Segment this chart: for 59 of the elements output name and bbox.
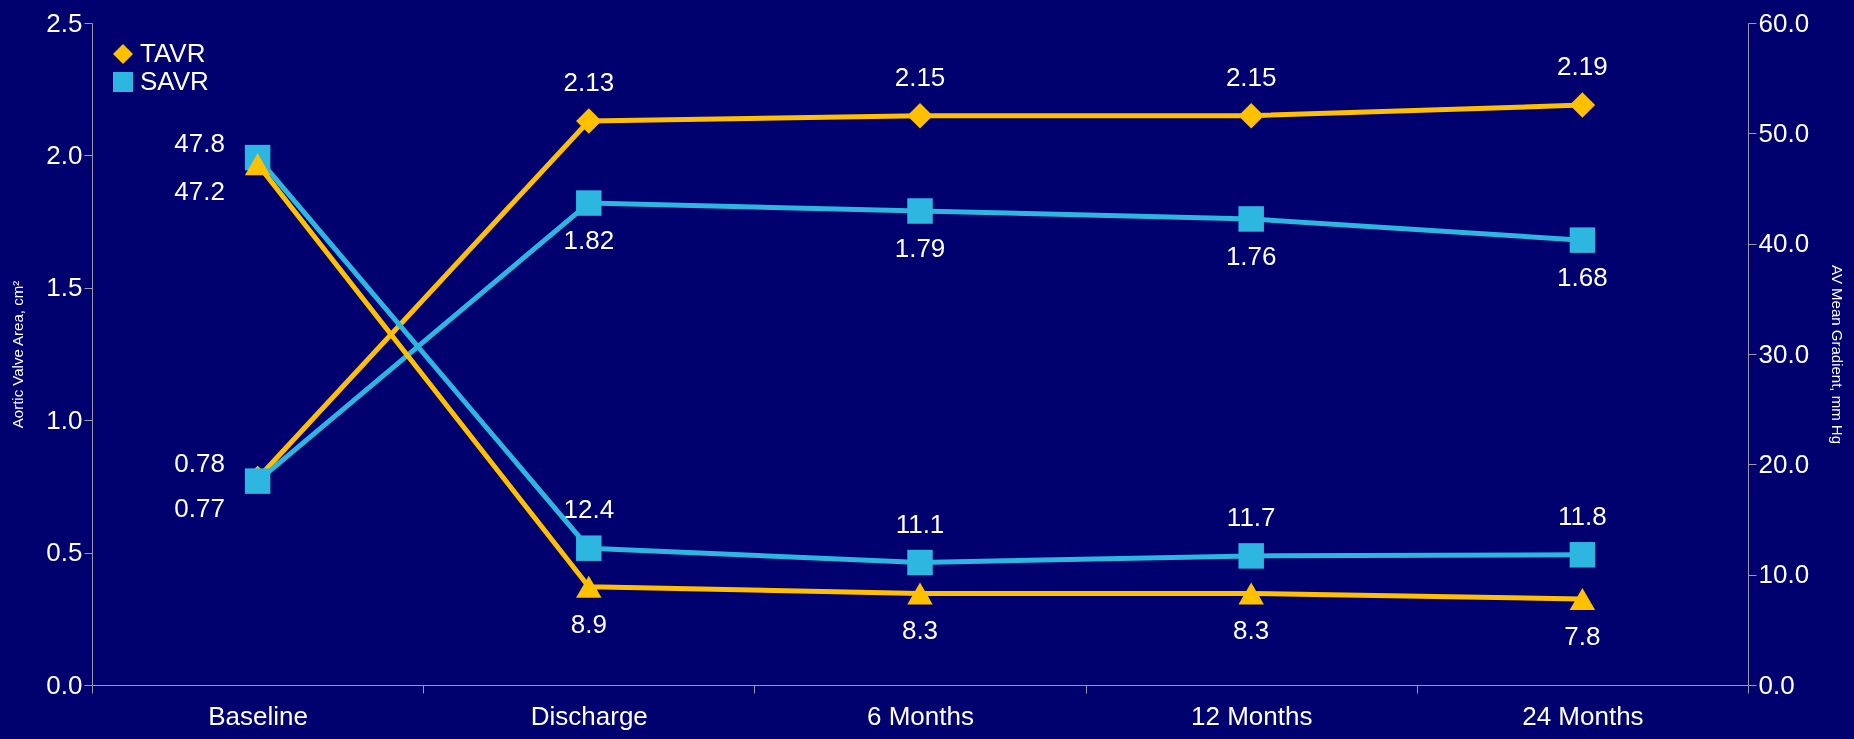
- y-tick-label: 2.5: [46, 7, 83, 38]
- data-label: 47.2: [174, 176, 225, 207]
- data-label: 1.82: [563, 225, 615, 256]
- x-tick-label: Baseline: [208, 700, 308, 731]
- y2-tick-label: 60.0: [1758, 7, 1810, 38]
- point: [1238, 543, 1264, 569]
- data-label: 2.15: [1225, 61, 1277, 92]
- y2-tick-label: 10.0: [1758, 559, 1810, 590]
- y-tick-label: 0.5: [46, 537, 83, 568]
- y-axis-title: Aortic Valve Area, cm²: [9, 280, 27, 429]
- point: [1238, 102, 1264, 129]
- point: [1569, 227, 1596, 253]
- y-tick-label: 2.0: [46, 139, 83, 170]
- y2-axis-title: AV Mean Gradient, mm Hg: [1829, 265, 1847, 444]
- y-tick-label: 1.0: [46, 404, 83, 435]
- data-label: 2.19: [1557, 51, 1608, 82]
- data-label: 11.1: [895, 508, 945, 539]
- legend-label: SAVR: [140, 66, 209, 96]
- point: [1569, 92, 1596, 118]
- data-label: 8.3: [1233, 615, 1270, 646]
- y2-tick-label: 30.0: [1758, 338, 1810, 369]
- y-tick-label: 0.0: [46, 669, 83, 700]
- point: [907, 102, 933, 129]
- y2-tick-label: 20.0: [1758, 448, 1810, 479]
- y2-tick-label: 50.0: [1758, 117, 1810, 148]
- data-label: 8.9: [570, 608, 607, 639]
- point: [1238, 582, 1264, 605]
- point: [1569, 587, 1596, 610]
- data-label: 1.68: [1557, 262, 1608, 293]
- x-tick-label: 24 Months: [1522, 700, 1644, 731]
- data-label: 11.7: [1226, 501, 1276, 532]
- point: [576, 108, 602, 134]
- point: [1238, 206, 1264, 232]
- x-tick-label: 12 Months: [1191, 700, 1313, 731]
- y2-tick-label: 0.0: [1758, 669, 1795, 700]
- data-label: 11.8: [1558, 500, 1607, 531]
- y-tick-label: 1.5: [46, 272, 83, 303]
- point: [576, 535, 602, 561]
- data-label: 2.15: [894, 61, 946, 92]
- x-tick-label: Discharge: [530, 700, 648, 731]
- point: [907, 582, 933, 605]
- data-label: 1.79: [894, 233, 946, 264]
- point: [1569, 542, 1596, 568]
- data-label: 1.76: [1225, 240, 1277, 271]
- point: [244, 153, 271, 176]
- data-label: 12.4: [563, 494, 615, 525]
- data-label: 7.8: [1564, 620, 1601, 651]
- point: [907, 549, 933, 576]
- data-label: 8.3: [901, 615, 939, 646]
- point: [576, 575, 602, 598]
- data-label: 0.77: [174, 493, 225, 524]
- data-label: 0.78: [174, 448, 225, 479]
- point: [907, 198, 933, 224]
- data-label: 47.8: [174, 127, 225, 158]
- point: [576, 190, 602, 216]
- data-label: 2.13: [563, 66, 615, 97]
- x-tick-label: 6 Months: [867, 700, 974, 731]
- y2-tick-label: 40.0: [1758, 228, 1810, 259]
- legend-label: TAVR: [140, 38, 206, 68]
